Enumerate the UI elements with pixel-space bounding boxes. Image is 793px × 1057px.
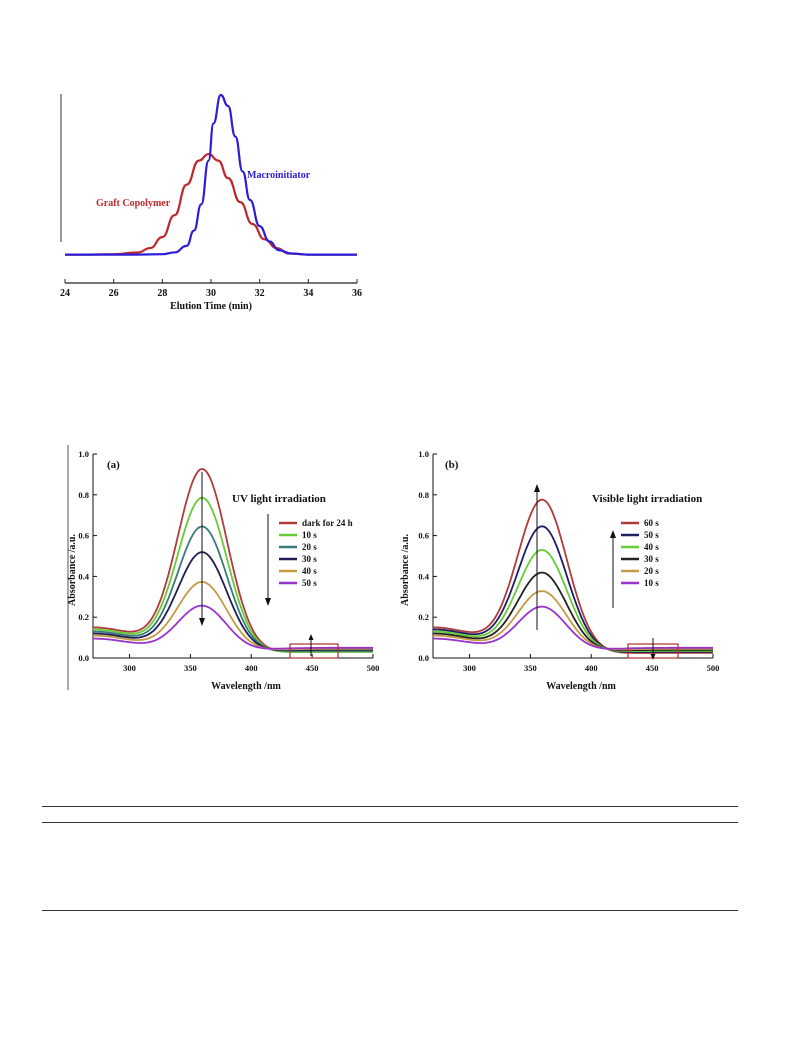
series-line-3 [433,571,713,652]
gpc-x-tick-label: 34 [303,288,313,299]
y-tick-label: 1.0 [78,449,89,459]
panel-a-peak-arrow [199,472,205,626]
x-tick-label: 400 [245,663,258,673]
panel-b-label: (b) [445,459,459,471]
x-tick-label: 300 [463,663,476,673]
legend-label: 20 s [644,566,659,576]
gpc-x-tick-label: 26 [109,288,119,299]
panel-a-label: (a) [107,459,120,471]
gpc-x-tick-label: 30 [206,288,216,299]
table-header-rule [42,822,738,823]
y-tick-label: 0.8 [418,490,429,500]
panel-b-small-down-arrow [650,638,656,660]
series-line-5 [433,605,713,650]
x-tick-label: 400 [585,663,598,673]
y-tick-label: 0.8 [78,490,89,500]
x-tick-label: 350 [524,663,537,673]
legend-label: dark for 24 h [302,518,353,528]
y-tick-label: 0.4 [418,571,429,581]
panel-a-small-up-arrow [308,634,314,656]
panel-b-peak-arrow [534,484,540,630]
legend-label: 60 s [644,518,659,528]
panel-b-legend: 60 s 50 s 40 s 30 s 20 s 10 s [621,518,659,588]
series-line-1 [92,496,373,653]
panel-a-legend: dark for 24 h 10 s 20 s 30 s 40 s 50 s [279,518,353,588]
y-tick-label: 0.4 [78,571,89,581]
legend-label: 40 s [644,542,659,552]
panel-a-x-axis-label: Wavelength /nm [211,681,281,692]
legend-label: 30 s [302,554,317,564]
panel-a-down-arrow [265,514,271,606]
gpc-x-axis-label: Elution Time (min) [170,301,252,312]
y-tick-label: 0.0 [78,653,89,663]
gpc-series-label-macro: Macroinitiator [247,170,311,181]
x-tick-label: 500 [707,663,720,673]
panel-a-series-group [92,467,373,653]
gpc-series-group [65,93,357,256]
y-tick-label: 1.0 [418,449,429,459]
y-tick-label: 0.0 [418,653,429,663]
gpc-x-tick-label: 24 [60,288,70,299]
legend-label: 30 s [644,554,659,564]
legend-label: 40 s [302,566,317,576]
series-line-2 [433,548,713,652]
legend-label: 10 s [302,530,317,540]
y-tick-label: 0.2 [418,612,429,622]
panel-a-y-axis-label: Absorbance /a.u. [67,534,78,606]
panel-b-series-group [432,498,713,654]
uv-panel-a-chart: Absorbance /a.u. 0.0 0.2 0.4 0.6 0.8 1.0 300 35… [67,445,380,692]
legend-label: 50 s [302,578,317,588]
legend-label: 20 s [302,542,317,552]
gpc-x-tick-label: 32 [255,288,265,299]
legend-label: 50 s [644,530,659,540]
y-tick-label: 0.2 [78,612,89,622]
legend-label: 10 s [644,578,659,588]
y-tick-label: 0.6 [78,531,89,541]
table-top-rule [42,806,738,807]
gpc-x-ticks: 24 26 28 30 32 34 36 [60,279,362,299]
series-line-4 [93,580,373,651]
panel-a-annotation: UV light irradiation [232,493,326,505]
gpc-x-tick-label: 28 [157,288,167,299]
y-tick-label: 0.6 [418,531,429,541]
x-tick-label: 450 [646,663,659,673]
panel-b-up-arrow [610,530,616,608]
x-tick-label: 350 [184,663,197,673]
gpc-chart: 24 26 28 30 32 34 36 Graft Copolymer Macroinit… [60,93,362,312]
x-tick-label: 500 [367,663,380,673]
uv-panel-b-chart: Absorbance /a.u. 0.0 0.2 0.4 0.6 0.8 1.0 300 35… [400,449,720,692]
gpc-series-label-graft: Graft Copolymer [96,198,171,209]
panel-b-y-axis-label: Absorbance /a.u. [400,534,411,606]
panel-b-x-axis-label: Wavelength /nm [546,681,616,692]
table-bottom-rule [42,910,738,911]
series-line-5 [93,604,373,650]
series-line-2 [93,525,373,652]
gpc-series-line-1 [65,93,357,256]
series-line-4 [433,590,713,651]
panel-b-annotation: Visible light irradiation [592,493,702,505]
x-tick-label: 450 [306,663,319,673]
gpc-x-tick-label: 36 [352,288,362,299]
series-line-0 [433,498,713,654]
x-tick-label: 300 [123,663,136,673]
series-line-3 [93,551,373,651]
panel-a-highlight-box [289,643,339,659]
series-line-1 [432,525,713,653]
